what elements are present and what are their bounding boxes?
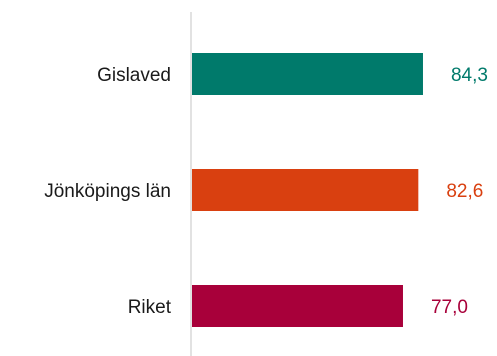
bar-0 — [192, 53, 423, 95]
bar-1 — [192, 169, 419, 211]
category-label-1: Jönköpings län — [44, 181, 171, 202]
value-label-2: 77,0 — [431, 297, 468, 318]
value-label-1: 82,6 — [446, 181, 483, 202]
value-label-0: 84,3 — [451, 65, 488, 86]
bar-2 — [192, 285, 403, 327]
category-label-0: Gislaved — [97, 65, 171, 86]
bars-group — [192, 53, 423, 327]
category-label-2: Riket — [128, 297, 172, 318]
labels-group: Gislaved 84,3 Jönköpings län 82,6 Riket 77,0 — [44, 65, 488, 318]
